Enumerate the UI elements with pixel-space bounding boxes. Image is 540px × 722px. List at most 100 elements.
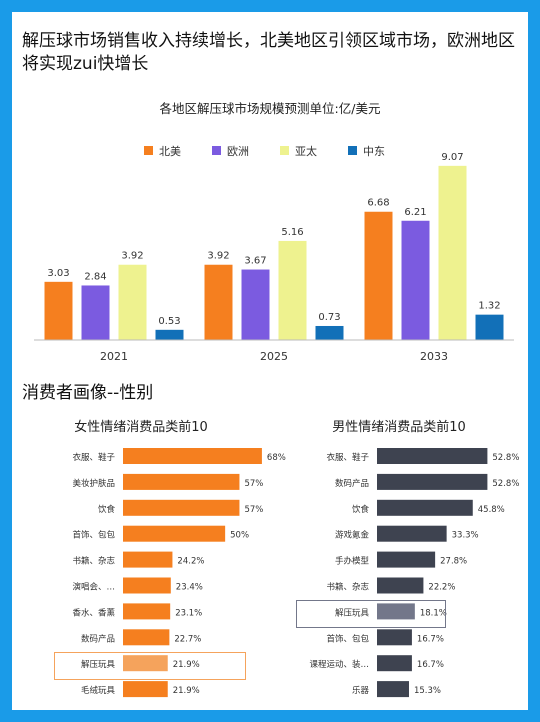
- bar: [377, 499, 473, 516]
- category-label: 毛绒玩具: [81, 685, 116, 696]
- bar-value-label: 2.84: [84, 271, 106, 282]
- legend-swatch: [280, 146, 289, 155]
- bar-value-label: 52.8%: [492, 453, 519, 463]
- category-label: 衣服、鞋子: [72, 452, 115, 463]
- section-title: 消费者画像--性别: [22, 383, 154, 403]
- bar-value-label: 33.3%: [452, 531, 479, 541]
- infographic-card: 解压球市场销售收入持续增长，北美地区引领区域市场，欧洲地区将实现zui快增长 各…: [12, 12, 528, 710]
- bar: [123, 655, 168, 672]
- bar-value-label: 45.8%: [478, 505, 505, 515]
- bar-value-label: 57%: [244, 479, 263, 489]
- bar: [377, 577, 424, 594]
- category-label: 书籍、杂志: [326, 582, 369, 593]
- bar: [118, 264, 147, 340]
- bar: [123, 473, 240, 490]
- category-label: 乐器: [352, 685, 370, 696]
- bar-value-label: 3.67: [244, 256, 266, 267]
- male-highlight-box: [296, 600, 446, 628]
- bar-value-label: 21.9%: [173, 660, 200, 670]
- bar: [123, 681, 168, 698]
- bar-value-label: 3.92: [121, 251, 143, 262]
- headline: 解压球市场销售收入持续增长，北美地区引领区域市场，欧洲地区将实现zui快增长: [22, 31, 515, 74]
- bar-value-label: 1.32: [478, 301, 500, 312]
- category-label: 饮食: [98, 504, 116, 515]
- bar: [364, 211, 393, 340]
- bar-value-label: 23.1%: [175, 608, 202, 618]
- bar: [377, 603, 415, 620]
- legend-label: 亚太: [295, 145, 317, 158]
- bar: [204, 264, 233, 340]
- bar-value-label: 24.2%: [177, 557, 204, 567]
- bar: [401, 220, 430, 340]
- bar: [123, 577, 171, 594]
- bar-value-label: 16.7%: [417, 660, 444, 670]
- bar: [438, 165, 467, 340]
- bar-value-label: 6.21: [404, 207, 426, 218]
- category-label: 解压玩具: [335, 607, 370, 618]
- bar: [123, 448, 262, 464]
- male-bar-chart: 衣服、鞋子 52.8% 数码产品 52.8% 饮食 45.8% 游戏氪金 33.3% 手办模型 2…: [309, 448, 519, 698]
- bar: [123, 629, 170, 646]
- female-highlight-box: [54, 652, 246, 680]
- bar-value-label: 68%: [267, 453, 286, 463]
- bar-value-label: 0.73: [318, 312, 340, 323]
- bar: [241, 269, 270, 340]
- bar: [315, 325, 344, 340]
- category-label: 美妆护肤品: [72, 478, 115, 489]
- bar-value-label: 57%: [244, 505, 263, 515]
- legend-label: 欧洲: [227, 145, 249, 158]
- category-label: 首饰、包包: [326, 633, 369, 644]
- male-chart-title: 男性情绪消费品类前10: [332, 420, 466, 435]
- category-label: 数码产品: [335, 478, 369, 489]
- x-tick-label: 2021: [100, 350, 128, 363]
- bar: [377, 448, 488, 464]
- bar-value-label: 3.03: [47, 268, 69, 279]
- bar: [278, 240, 307, 340]
- legend-label: 中东: [363, 145, 385, 158]
- category-label: 香水、香薰: [72, 607, 115, 618]
- bar: [377, 473, 488, 490]
- bar-value-label: 5.16: [281, 227, 303, 238]
- bar: [123, 603, 171, 620]
- category-label: 饮食: [352, 504, 370, 515]
- bar-value-label: 21.9%: [173, 686, 200, 696]
- category-label: 解压玩具: [81, 659, 116, 670]
- bar: [377, 629, 412, 646]
- bar-value-label: 0.53: [158, 316, 180, 327]
- female-bar-chart: 衣服、鞋子 68% 美妆护肤品 57% 饮食 57% 首饰、包包 50% 书籍、杂志 24.2% 演…: [72, 448, 286, 698]
- category-label: 首饰、包包: [72, 530, 115, 541]
- region-bar-chart: 北美 欧洲 亚太 中东 3.03 2.84 3.92 0.53 2021 3.92 3.67 5.16…: [34, 145, 514, 363]
- legend-swatch: [348, 146, 357, 155]
- bar-value-label: 52.8%: [492, 479, 519, 489]
- bar-value-label: 27.8%: [440, 557, 467, 567]
- bar: [44, 281, 73, 340]
- bar-value-label: 22.7%: [174, 634, 201, 644]
- legend-swatch: [212, 146, 221, 155]
- bar-value-label: 16.7%: [417, 634, 444, 644]
- x-tick-label: 2025: [260, 350, 288, 363]
- bar: [155, 329, 184, 340]
- bar-value-label: 3.92: [207, 251, 229, 262]
- x-tick-label: 2033: [420, 350, 448, 363]
- bar: [123, 551, 173, 568]
- bar-value-label: 18.1%: [420, 608, 447, 618]
- bar-value-label: 23.4%: [176, 583, 203, 593]
- category-label: 游戏氪金: [335, 530, 370, 541]
- female-chart-title: 女性情绪消费品类前10: [74, 420, 208, 435]
- bar: [475, 314, 504, 340]
- bar: [123, 525, 226, 542]
- bar: [377, 551, 436, 568]
- category-label: 演唱会、…: [72, 582, 115, 593]
- category-label: 课程运动、装…: [309, 659, 369, 670]
- bar-value-label: 50%: [230, 531, 249, 541]
- bar-value-label: 22.2%: [428, 583, 455, 593]
- bar: [123, 499, 240, 516]
- bar: [377, 655, 412, 672]
- bar-chart-title: 各地区解压球市场规模预测单位:亿/美元: [159, 101, 381, 116]
- bar: [377, 681, 409, 698]
- bar-value-label: 15.3%: [414, 686, 441, 696]
- category-label: 书籍、杂志: [72, 556, 115, 567]
- bar: [377, 525, 447, 542]
- bar-value-label: 9.07: [441, 152, 463, 163]
- category-label: 手办模型: [335, 556, 370, 567]
